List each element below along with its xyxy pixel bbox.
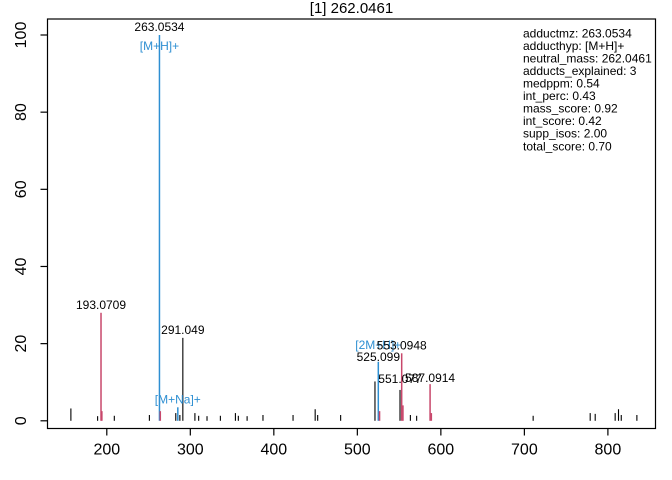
- stats-line: int_score: 0.42: [523, 114, 602, 128]
- stats-line: adducts_explained: 3: [523, 64, 637, 78]
- y-axis-tick-label: 40: [13, 257, 30, 275]
- x-axis-tick-label: 600: [428, 442, 455, 459]
- peak-label: 587.0914: [405, 371, 455, 385]
- stats-line: int_perc: 0.43: [523, 89, 596, 103]
- stats-line: mass_score: 0.92: [523, 102, 618, 116]
- x-axis-tick-label: 700: [511, 442, 538, 459]
- peak-label: 553.0948: [377, 338, 427, 352]
- stats-line: neutral_mass: 262.0461: [523, 51, 652, 65]
- peak-label: 291.049: [161, 323, 205, 337]
- stats-line: adducthyp: [M+H]+: [523, 39, 624, 53]
- x-axis-tick-label: 400: [260, 442, 287, 459]
- x-axis-tick-label: 800: [595, 442, 622, 459]
- y-axis-tick-label: 20: [13, 335, 30, 353]
- peak-label: 525.099: [357, 350, 401, 364]
- peak-label: [M+H]+: [140, 39, 179, 53]
- peak-label: [2M+H]+: [355, 338, 401, 352]
- chart-title: [1] 262.0461: [310, 0, 393, 17]
- y-axis-tick-label: 100: [13, 22, 30, 49]
- y-axis-tick-label: 60: [13, 180, 30, 198]
- peak-label: 193.0709: [76, 298, 126, 312]
- plot-frame: [46, 18, 657, 430]
- x-axis-tick-label: 200: [93, 442, 120, 459]
- y-axis-tick-label: 80: [13, 103, 30, 121]
- stats-line: adductmz: 263.0534: [523, 26, 632, 40]
- y-axis-tick-label: 0: [13, 416, 30, 425]
- x-axis-tick-label: 500: [344, 442, 371, 459]
- stats-line: medppm: 0.54: [523, 77, 600, 91]
- peak-label: [M+Na]+: [155, 392, 201, 406]
- peak-label: 263.0534: [134, 20, 184, 34]
- peak-label: 551.077: [378, 372, 422, 386]
- stats-line: supp_isos: 2.00: [523, 127, 607, 141]
- x-axis-tick-label: 300: [177, 442, 204, 459]
- stats-line: total_score: 0.70: [523, 139, 612, 153]
